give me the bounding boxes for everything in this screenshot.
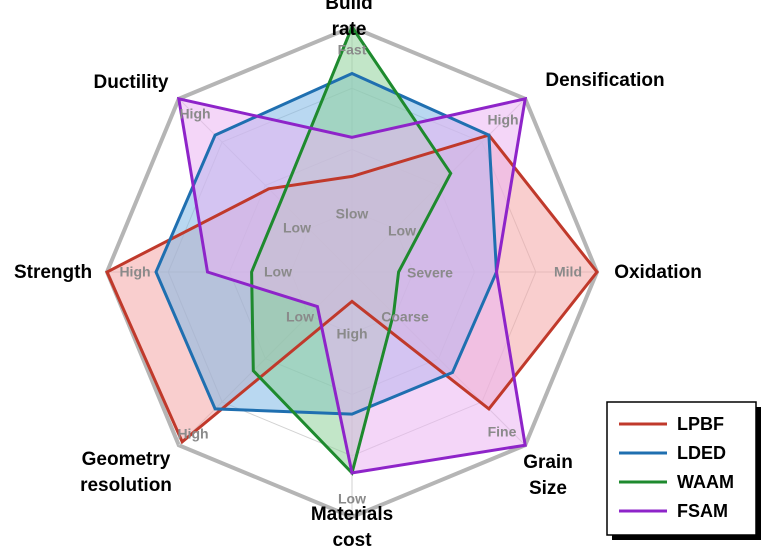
tick-label-low-grain-size: Coarse <box>381 309 429 325</box>
tick-label-high-build-rate: Fast <box>338 42 367 58</box>
tick-label-low-strength: Low <box>264 264 292 280</box>
tick-label-low-geometry-resolution: Low <box>286 309 314 325</box>
tick-label-low-build-rate: Slow <box>336 206 369 222</box>
legend: LPBF LDED WAAM FSAM <box>606 401 761 540</box>
radar-series <box>105 23 599 476</box>
tick-label-high-geometry-resolution: High <box>177 426 208 442</box>
axis-label-materials-cost: Materials cost <box>311 504 393 546</box>
tick-label-low-ductility: Low <box>283 220 311 236</box>
tick-label-low-oxidation: Severe <box>407 265 453 281</box>
axis-label-strength: Strength <box>14 262 92 283</box>
tick-label-high-grain-size: Fine <box>488 424 517 440</box>
tick-label-high-densification: High <box>487 112 518 128</box>
radar-tick-labels: Fast Slow High Low Mild Severe Fine Coarse Low Hi… <box>119 42 582 507</box>
tick-label-high-strength: High <box>119 264 150 280</box>
tick-label-high-ductility: High <box>179 106 210 122</box>
axis-label-densification: Densification <box>545 70 664 91</box>
axis-label-geometry-resolution: Geometry resolution <box>80 449 172 496</box>
axis-label-ductility: Ductility <box>94 72 169 93</box>
series-line-lded <box>154 71 499 416</box>
tick-label-high-materials-cost: Low <box>338 491 366 507</box>
axis-label-grain-size: Grain Size <box>523 452 573 499</box>
tick-label-high-oxidation: Mild <box>554 264 582 280</box>
legend-label-lpbf: LPBF <box>677 414 724 434</box>
legend-label-waam: WAAM <box>677 472 734 492</box>
legend-label-fsam: FSAM <box>677 501 728 521</box>
radar-axis-labels: Build rate Densification Oxidation Grain Size… <box>14 0 702 546</box>
series-line-lpbf <box>105 133 599 445</box>
axis-label-build-rate: Build rate <box>325 0 373 40</box>
tick-label-low-materials-cost: High <box>336 326 367 342</box>
series-line-fsam <box>176 96 528 475</box>
tick-label-low-densification: Low <box>388 223 416 239</box>
axis-label-oxidation: Oxidation <box>614 262 702 283</box>
legend-label-lded: LDED <box>677 443 726 463</box>
